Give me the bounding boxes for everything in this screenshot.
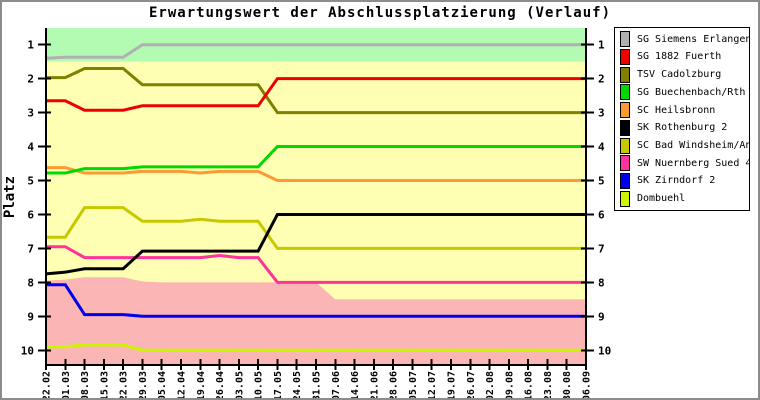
legend-label: SC Heilsbronn xyxy=(637,104,716,116)
legend-swatch-icon xyxy=(620,102,630,119)
y-tick-label-right: 9 xyxy=(598,310,605,323)
y-tick-label-right: 7 xyxy=(598,242,605,255)
legend-item: SC Bad Windsheim/An xyxy=(620,137,749,154)
legend-item: SG Siemens Erlangen xyxy=(620,31,749,48)
y-tick-label-left: 8 xyxy=(27,276,34,289)
x-tick-label: 17.05 xyxy=(273,371,284,400)
x-tick-label: 19.07 xyxy=(447,371,458,400)
x-tick-label: 21.06 xyxy=(369,371,380,400)
y-tick-label-right: 8 xyxy=(598,276,605,289)
x-tick-label: 29.03 xyxy=(138,371,149,400)
legend-label: SK Zirndorf 2 xyxy=(637,175,716,187)
legend-label: SG Siemens Erlangen xyxy=(637,33,750,45)
legend-item: SK Rothenburg 2 xyxy=(620,119,749,136)
legend-swatch-icon xyxy=(620,66,630,83)
series-line xyxy=(45,212,586,276)
y-tick-label-right: 6 xyxy=(598,208,605,221)
legend-swatch-icon xyxy=(620,172,630,189)
legend-swatch-icon xyxy=(620,190,630,207)
x-tick-label: 15.03 xyxy=(99,371,110,400)
legend-item: TSV Cadolzburg xyxy=(620,66,749,83)
x-tick-label: 24.05 xyxy=(292,371,303,400)
series-line xyxy=(46,77,586,112)
legend-item: Dombuehl xyxy=(620,190,749,207)
x-tick-label: 16.08 xyxy=(524,371,535,400)
x-tick-label: 12.04 xyxy=(177,371,188,400)
x-tick-label: 30.08 xyxy=(562,371,573,400)
y-tick-label-right: 3 xyxy=(598,107,605,120)
y-tick-label-left: 2 xyxy=(27,73,34,86)
legend-item: SG Buechenbach/Rth 2 xyxy=(620,84,749,101)
legend-swatch-icon xyxy=(620,84,630,101)
y-tick-label-left: 9 xyxy=(27,310,34,323)
series-line xyxy=(46,343,586,352)
legend-label: TSV Cadolzburg xyxy=(637,69,722,81)
y-tick-label-left: 3 xyxy=(27,107,34,120)
legend: SG Siemens Erlangen SG 1882 Fuerth TSV Cad… xyxy=(614,27,750,211)
y-tick-label-left: 5 xyxy=(27,175,34,188)
band-relegation xyxy=(46,277,586,365)
x-tick-label: 05.04 xyxy=(157,371,168,400)
y-tick-label-left: 6 xyxy=(27,208,34,221)
legend-label: SG Buechenbach/Rth 2 xyxy=(637,86,750,98)
legend-swatch-icon xyxy=(620,155,630,172)
legend-swatch-icon xyxy=(620,48,630,65)
series-line xyxy=(45,43,586,60)
legend-item: SK Zirndorf 2 xyxy=(620,172,749,189)
series-line xyxy=(46,66,586,115)
x-tick-label: 03.05 xyxy=(234,371,245,400)
x-tick-label: 22.03 xyxy=(119,371,130,400)
series-line xyxy=(46,166,586,182)
x-tick-label: 08.03 xyxy=(80,371,91,400)
y-tick-label-left: 4 xyxy=(27,141,34,154)
legend-item: SW Nuernberg Sued 4 xyxy=(620,155,749,172)
legend-swatch-icon xyxy=(620,119,630,136)
x-tick-label: 23.08 xyxy=(543,371,554,400)
legend-swatch-icon xyxy=(620,31,630,48)
x-tick-label: 26.04 xyxy=(215,371,226,400)
y-tick-label-right: 5 xyxy=(598,175,605,188)
series-line xyxy=(46,283,586,318)
legend-item: SG 1882 Fuerth xyxy=(620,48,749,65)
x-tick-label: 01.03 xyxy=(61,371,72,400)
series-line xyxy=(46,206,586,250)
series-line xyxy=(46,145,586,175)
chart-title: Erwartungswert der Abschlussplatzierung … xyxy=(148,5,611,21)
x-tick-label: 28.06 xyxy=(389,371,400,400)
y-tick-label-right: 10 xyxy=(598,344,611,357)
y-tick-label-right: 1 xyxy=(598,39,605,52)
legend-label: SG 1882 Fuerth xyxy=(637,51,722,63)
y-tick-label-right: 4 xyxy=(598,141,605,154)
x-tick-label: 22.02 xyxy=(42,371,53,400)
x-tick-label: 02.08 xyxy=(485,371,496,400)
legend-label: SK Rothenburg 2 xyxy=(637,122,728,134)
legend-label: SW Nuernberg Sued 4 xyxy=(637,157,750,169)
x-tick-label: 10.05 xyxy=(254,371,265,400)
x-tick-label: 19.04 xyxy=(196,371,207,400)
legend-swatch-icon xyxy=(620,137,630,154)
legend-label: Dombuehl xyxy=(637,193,686,205)
x-tick-label: 05.07 xyxy=(408,371,419,400)
legend-label: SC Bad Windsheim/An xyxy=(637,140,750,152)
legend-item: SC Heilsbronn xyxy=(620,102,749,119)
x-tick-label: 07.06 xyxy=(331,371,342,400)
x-tick-label: 12.07 xyxy=(427,371,438,400)
y-tick-label-right: 2 xyxy=(598,73,605,86)
x-tick-label: 14.06 xyxy=(350,371,361,400)
y-tick-label-left: 7 xyxy=(27,242,34,255)
y-tick-label-left: 1 xyxy=(27,39,34,52)
y-tick-label-left: 10 xyxy=(21,344,34,357)
x-tick-label: 31.05 xyxy=(312,371,323,400)
x-tick-label: 06.09 xyxy=(582,371,593,400)
x-tick-label: 09.08 xyxy=(504,371,515,400)
x-tick-label: 26.07 xyxy=(466,371,477,400)
